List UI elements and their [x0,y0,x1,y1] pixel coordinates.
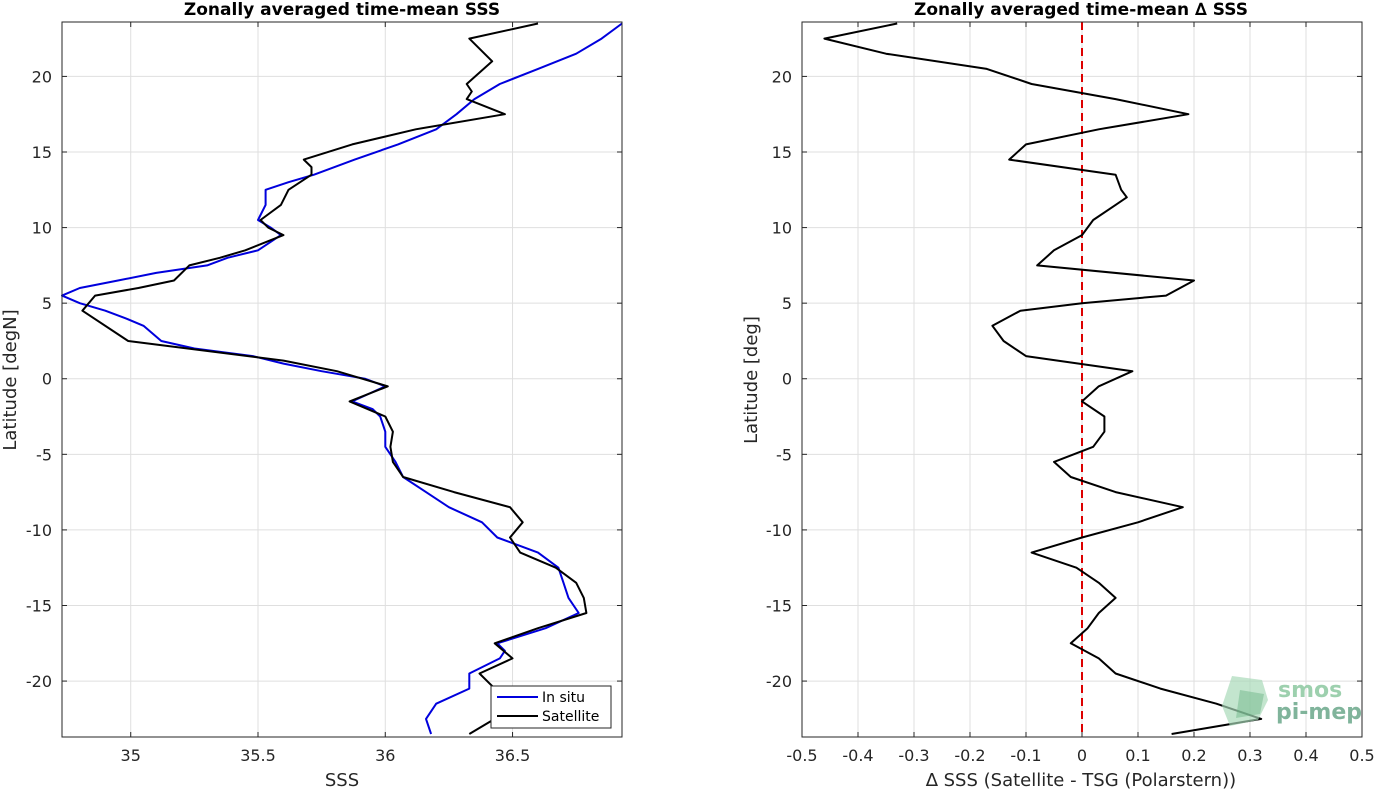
logo-text-smos: smos [1278,678,1342,703]
left-y-tick-label: 5 [42,294,52,313]
left-x-tick-label: 36.5 [495,746,531,765]
right-y-tick-label: -10 [766,521,792,540]
right-y-tick-label: 15 [772,143,792,162]
right-y-tick-label: 0 [782,370,792,389]
right-panel: -0.5 -0.4 -0.3 -0.2 -0.1 0 0.1 0.2 0.3 0.4 0.5 -20 -… [766,21,1375,765]
right-x-tick-label: 0.1 [1125,746,1150,765]
right-x-tick-label: 0.4 [1293,746,1318,765]
left-y-tick-label: -20 [26,672,52,691]
right-x-tick-label: 0.5 [1349,746,1374,765]
logo-leaf-icon [1236,690,1264,718]
left-y-tick-label: 0 [42,370,52,389]
right-y-tick-label: 10 [772,219,792,238]
left-x-axis-label: SSS [325,770,359,790]
left-y-tick-label: -10 [26,521,52,540]
left-y-axis-label: Latitude [degN] [0,309,21,450]
right-x-tick-label: -0.2 [954,746,985,765]
left-y-tick-label: -15 [26,596,52,615]
right-x-tick-label: -0.5 [786,746,817,765]
right-y-tick-label: -5 [776,445,792,464]
logo-text-pi-mep: pi-mep [1276,700,1362,725]
right-x-axis-label: ∆ SSS (Satellite - TSG (Polarstern)) [925,770,1236,790]
smos-pi-mep-logo: smos pi-mep [1222,676,1362,726]
left-panel: 35 35.5 36 36.5 -20 -15 -10 -5 0 5 10 15 20 [26,21,623,765]
left-y-tick-label: 15 [32,143,52,162]
right-y-tick-label: 20 [772,67,792,86]
left-y-tick-label: -5 [36,445,52,464]
legend-box [490,685,612,729]
left-chart-title: Zonally averaged time-mean SSS [184,0,500,20]
left-x-tick-label: 35 [121,746,141,765]
left-x-tick-label: 36 [375,746,395,765]
legend-label-in-situ: In situ [542,690,585,706]
left-axes-box [61,21,623,738]
left-y-tick-label: 10 [32,219,52,238]
right-x-tick-label: -0.4 [842,746,873,765]
right-x-tick-label: 0.2 [1181,746,1206,765]
left-series-line-satellite [81,22,588,735]
right-y-tick-label: -20 [766,672,792,691]
legend: In situ Satellite [490,685,612,729]
right-x-tick-label: 0 [1077,746,1087,765]
right-series-line-delta-sss [823,22,1263,735]
right-chart-title: Zonally averaged time-mean ∆ SSS [914,0,1248,20]
right-y-tick-label: -15 [766,596,792,615]
left-x-tick-label: 35.5 [240,746,276,765]
right-x-tick-label: -0.1 [1010,746,1041,765]
right-y-axis-label: Latitude [deg] [741,316,762,444]
right-axes-box [801,21,1363,738]
right-y-tick-label: 5 [782,294,792,313]
right-x-tick-label: -0.3 [898,746,929,765]
legend-label-satellite: Satellite [542,709,599,725]
right-x-tick-label: 0.3 [1237,746,1262,765]
left-y-tick-label: 20 [32,67,52,86]
